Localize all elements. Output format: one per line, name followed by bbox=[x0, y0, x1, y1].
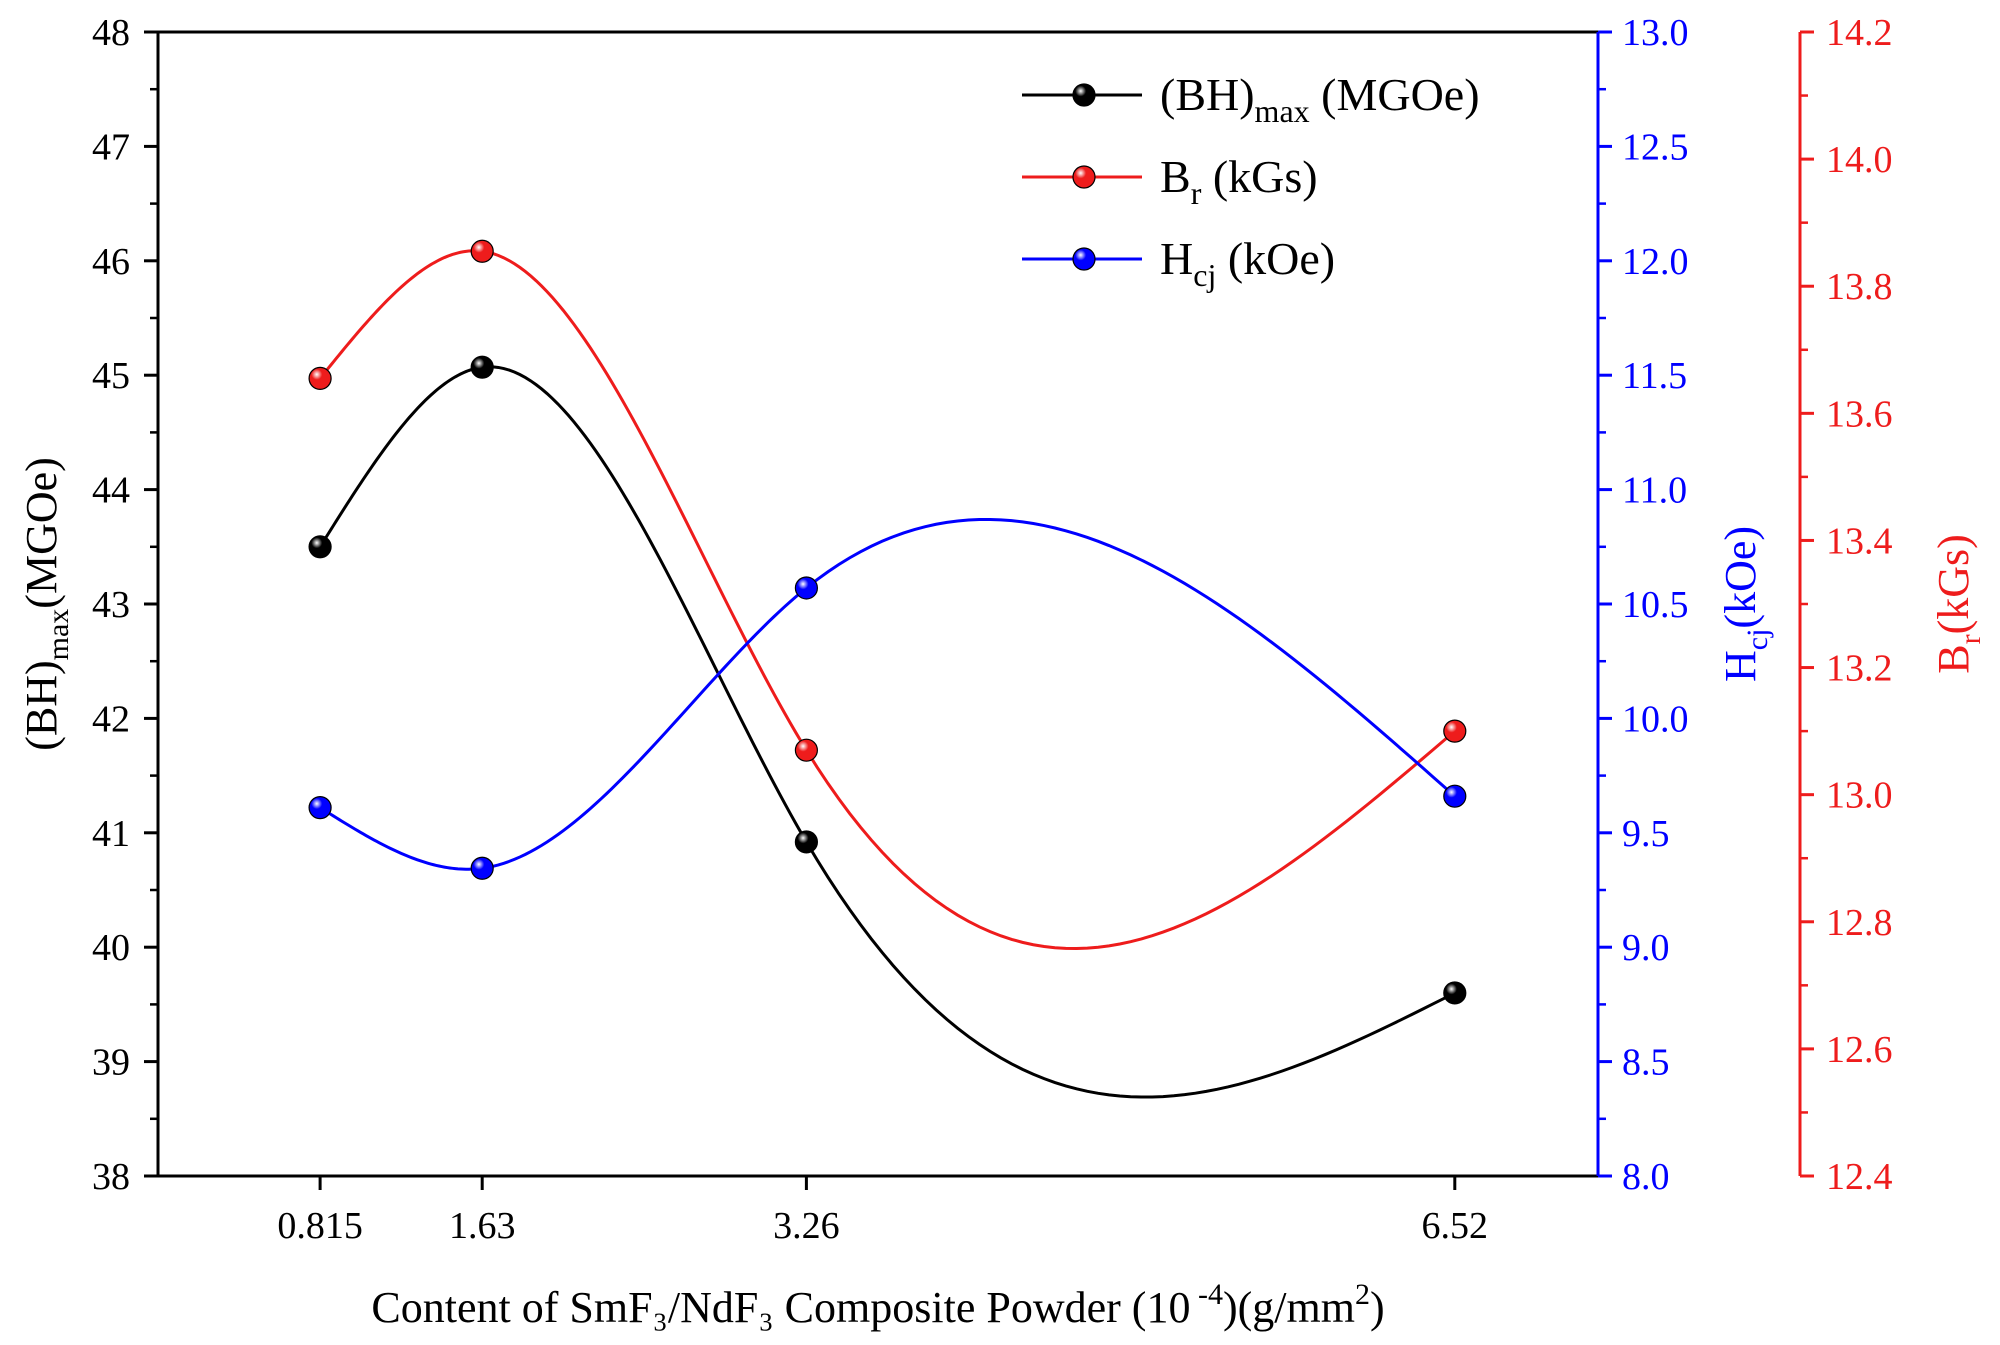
hcj-tick-label: 8.0 bbox=[1622, 1156, 1670, 1198]
left-tick-label: 48 bbox=[92, 12, 130, 54]
x-axis-title: Content of SmF₃/NdF₃ Composite Powder (1… bbox=[371, 1278, 1384, 1332]
br-tick-label: 13.2 bbox=[1826, 648, 1893, 690]
data-point-r bbox=[794, 738, 818, 762]
br-axis: 12.4 12.6 12.8 13.0 13.2 13.4 13.6 13.8 14.0 14.2… bbox=[1798, 12, 1987, 1198]
left-tick-label: 44 bbox=[92, 470, 130, 512]
hcj-axis-title-text: Hcj(kOe) bbox=[1716, 526, 1774, 682]
hcj-tick-label: 9.0 bbox=[1622, 927, 1670, 969]
left-axis: 38 39 40 41 42 43 44 45 46 47 48 (BH)max(MGOe) bbox=[17, 12, 158, 1198]
data-point-r bbox=[308, 366, 332, 390]
data-point-max bbox=[308, 535, 332, 559]
data-point-max bbox=[794, 830, 818, 854]
x-tick-label: 3.26 bbox=[773, 1205, 840, 1247]
legend-marker bbox=[1072, 165, 1096, 189]
x-tick-label: 6.52 bbox=[1422, 1205, 1489, 1247]
x-tick-label: 0.815 bbox=[277, 1205, 363, 1247]
left-tick-label: 38 bbox=[92, 1156, 130, 1198]
br-tick-label: 14.2 bbox=[1826, 12, 1893, 54]
hcj-tick-label: 10.0 bbox=[1622, 698, 1689, 740]
legend: (BH)max (MGOe) Br (kGs) Hcj (kOe) bbox=[1022, 69, 1480, 293]
hcj-tick-label: 12.5 bbox=[1622, 126, 1689, 168]
data-point-cj bbox=[308, 796, 332, 820]
hcj-tick-label: 9.5 bbox=[1622, 813, 1670, 855]
left-tick-label: 45 bbox=[92, 355, 130, 397]
legend-marker bbox=[1072, 247, 1096, 271]
br-tick-label: 12.6 bbox=[1826, 1029, 1893, 1071]
left-axis-title-text: (BH)max(MGOe) bbox=[17, 457, 75, 751]
left-tick-label: 39 bbox=[92, 1042, 130, 1084]
data-point-cj bbox=[1443, 784, 1467, 808]
left-tick-label: 40 bbox=[92, 927, 130, 969]
x-axis: 0.815 1.63 3.26 6.52 Content of SmF₃/NdF₃ Co… bbox=[277, 1176, 1488, 1332]
hcj-axis: 8.0 8.5 9.0 9.5 10.0 10.5 11.0 11.5 12.0 12.5 13.0… bbox=[1596, 12, 1774, 1198]
br-axis-title-text: Br(kGs) bbox=[1929, 534, 1987, 674]
hcj-tick-label: 12.0 bbox=[1622, 241, 1689, 283]
br-tick-label: 12.4 bbox=[1826, 1156, 1893, 1198]
br-tick-label: 13.0 bbox=[1826, 775, 1893, 817]
left-tick-label: 41 bbox=[92, 813, 130, 855]
br-axis-title: Br(kGs) bbox=[1929, 534, 1987, 674]
legend-label: (BH)max (MGOe) bbox=[1160, 69, 1480, 129]
legend-label: Hcj (kOe) bbox=[1160, 233, 1335, 293]
x-tick-label: 1.63 bbox=[449, 1205, 516, 1247]
legend-marker bbox=[1072, 83, 1096, 107]
data-point-max bbox=[1443, 981, 1467, 1005]
br-tick-label: 12.8 bbox=[1826, 902, 1893, 944]
data-point-r bbox=[470, 239, 494, 263]
left-tick-label: 47 bbox=[92, 126, 130, 168]
hcj-axis-title: Hcj(kOe) bbox=[1716, 526, 1774, 682]
series-line-r bbox=[318, 249, 1456, 951]
left-tick-label: 46 bbox=[92, 241, 130, 283]
series-line-max bbox=[318, 365, 1456, 1099]
left-tick-label: 43 bbox=[92, 584, 130, 626]
data-point-cj bbox=[794, 576, 818, 600]
data-point-r bbox=[1443, 719, 1467, 743]
br-tick-label: 13.8 bbox=[1826, 266, 1893, 308]
br-tick-label: 14.0 bbox=[1826, 139, 1893, 181]
hcj-tick-label: 11.5 bbox=[1622, 355, 1687, 397]
left-tick-label: 42 bbox=[92, 698, 130, 740]
hcj-tick-label: 8.5 bbox=[1622, 1042, 1670, 1084]
left-axis-title: (BH)max(MGOe) bbox=[17, 457, 75, 751]
legend-label: Br (kGs) bbox=[1160, 151, 1318, 211]
series-line-cj bbox=[319, 517, 1456, 871]
br-tick-label: 13.6 bbox=[1826, 393, 1893, 435]
data-point-cj bbox=[470, 856, 494, 880]
hcj-tick-label: 10.5 bbox=[1622, 584, 1689, 626]
hcj-tick-label: 11.0 bbox=[1622, 470, 1687, 512]
br-tick-label: 13.4 bbox=[1826, 520, 1893, 562]
hcj-tick-label: 13.0 bbox=[1622, 12, 1689, 54]
data-point-max bbox=[470, 355, 494, 379]
